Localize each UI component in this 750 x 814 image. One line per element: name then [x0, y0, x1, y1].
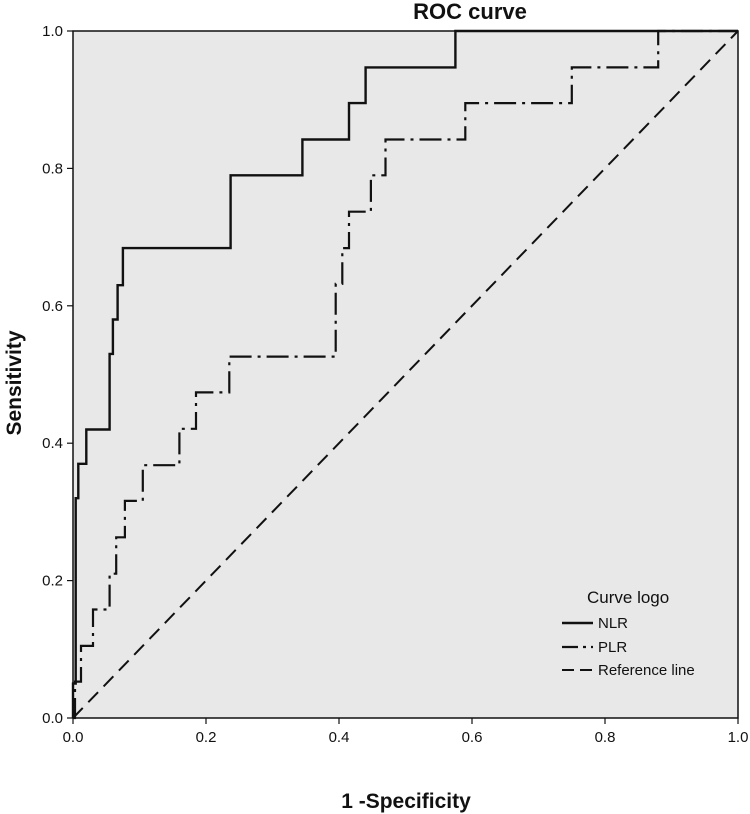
- legend-entry-label: NLR: [598, 615, 628, 632]
- series-line-reference-line: [72, 30, 739, 719]
- y-tick-label: 1.0: [42, 23, 63, 40]
- x-axis-label: 1 -Specificity: [341, 790, 471, 813]
- y-tick-label: 0.6: [42, 298, 63, 315]
- x-tick-label: 0.0: [63, 729, 84, 746]
- x-tick-label: 0.2: [196, 729, 217, 746]
- y-tick-label: 0.0: [42, 710, 63, 727]
- x-tick-label: 1.0: [728, 729, 749, 746]
- legend-entry-label: Reference line: [598, 662, 695, 679]
- x-tick-label: 0.4: [329, 729, 350, 746]
- chart-title: ROC curve: [413, 0, 527, 24]
- y-axis-label: Sensitivity: [3, 330, 26, 435]
- x-tick-label: 0.6: [462, 729, 483, 746]
- y-tick-label: 0.2: [42, 573, 63, 590]
- y-tick-label: 0.8: [42, 160, 63, 177]
- series-line-nlr: [71, 29, 738, 718]
- legend-entry-label: PLR: [598, 639, 627, 656]
- series-line-plr: [73, 29, 738, 720]
- legend-title: Curve logo: [587, 588, 669, 607]
- y-tick-label: 0.4: [42, 435, 63, 452]
- x-tick-label: 0.8: [595, 729, 616, 746]
